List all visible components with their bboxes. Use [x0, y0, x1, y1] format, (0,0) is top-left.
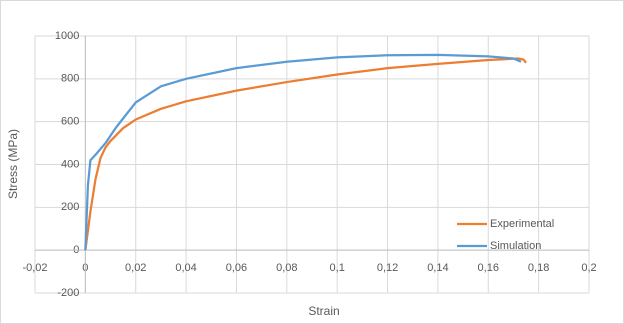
y-tick-label: 600	[61, 116, 79, 128]
x-tick-label: -0,02	[22, 262, 47, 274]
x-tick-label: 0,16	[478, 262, 499, 274]
legend-label: Simulation	[490, 240, 541, 252]
legend-label: Experimental	[490, 218, 554, 230]
y-tick-label: 200	[61, 201, 79, 213]
x-tick-label: 0,1	[330, 262, 345, 274]
x-tick-label: 0,04	[175, 262, 196, 274]
x-tick-label: 0,14	[427, 262, 448, 274]
x-axis-title: Strain	[308, 304, 339, 318]
x-tick-label: 0,12	[377, 262, 398, 274]
x-tick-label: 0,2	[581, 262, 596, 274]
y-tick-label: 800	[61, 73, 79, 85]
series-line	[84, 57, 527, 251]
x-tick-label: 0,08	[276, 262, 297, 274]
y-axis-title: Stress (MPa)	[6, 129, 20, 199]
y-tick-label: 400	[61, 158, 79, 170]
x-tick-label: 0,02	[125, 262, 146, 274]
y-tick-label: -200	[57, 287, 79, 299]
x-tick-label: 0,06	[226, 262, 247, 274]
y-tick-label: 1000	[55, 30, 79, 42]
x-tick-label: 0,18	[528, 262, 549, 274]
series-line	[84, 53, 522, 251]
